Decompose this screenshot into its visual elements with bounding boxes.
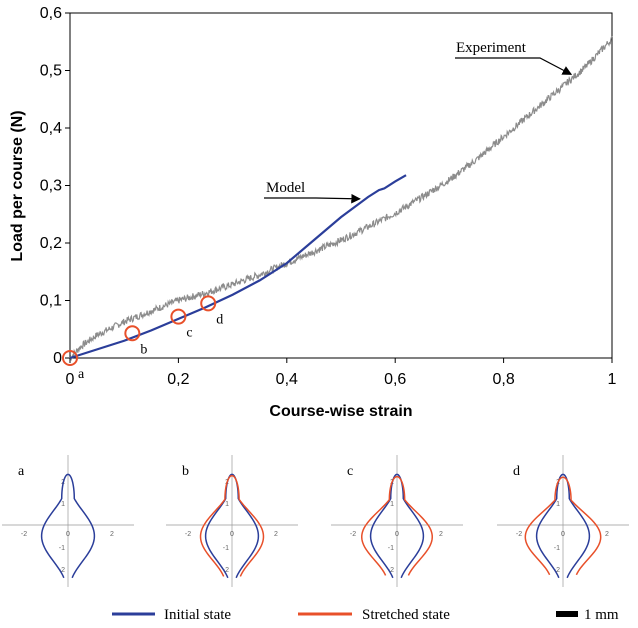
series-model bbox=[69, 174, 407, 360]
panel-x-tick: 0 bbox=[230, 531, 234, 538]
panel-y-tick: -2 bbox=[59, 567, 65, 574]
marker-label-d: d bbox=[216, 312, 223, 327]
marker-a bbox=[62, 350, 78, 366]
panel-x-tick: 2 bbox=[274, 531, 278, 538]
panel-x-tick: -2 bbox=[350, 531, 356, 538]
annotations: Model Experiment bbox=[264, 40, 573, 204]
panel-y-tick: 1 bbox=[390, 501, 394, 508]
series-experiment bbox=[69, 35, 613, 362]
marker-b bbox=[124, 325, 141, 342]
marker-label-c: c bbox=[186, 326, 192, 341]
panel-d: -2 0 221-1-2d bbox=[497, 455, 629, 587]
y-tick-label: 0,1 bbox=[40, 293, 62, 310]
y-tick-label: 0,4 bbox=[40, 120, 62, 137]
panel-x-tick: -2 bbox=[516, 531, 522, 538]
panel-a: -2 0 221-1-2a bbox=[2, 455, 134, 587]
panel-x-tick: -2 bbox=[21, 531, 27, 538]
panel-y-tick: -1 bbox=[388, 545, 394, 552]
legend: Initial state Stretched state 1 mm bbox=[112, 607, 619, 623]
panel-x-tick: 0 bbox=[66, 531, 70, 538]
annotation-experiment-arrow bbox=[455, 57, 573, 75]
stretched-shape bbox=[361, 475, 433, 576]
series-layer bbox=[69, 35, 613, 362]
y-tick-label: 0,2 bbox=[40, 235, 62, 252]
x-tick-label: 1 bbox=[608, 371, 617, 388]
panel-y-tick: -2 bbox=[223, 567, 229, 574]
marker-d bbox=[200, 295, 217, 312]
legend-initial-label: Initial state bbox=[164, 607, 231, 623]
x-tick-label: 0,2 bbox=[167, 371, 189, 388]
panel-c: -2 0 221-1-2c bbox=[331, 455, 463, 587]
panel-y-tick: 1 bbox=[61, 501, 65, 508]
initial-shape bbox=[535, 473, 591, 579]
panel-label-d: d bbox=[513, 464, 520, 479]
panel-y-tick: 1 bbox=[225, 501, 229, 508]
panel-y-tick: 1 bbox=[556, 501, 560, 508]
x-tick-label: 0 bbox=[66, 371, 75, 388]
y-tick-label: 0,3 bbox=[40, 178, 62, 195]
panel-x-tick: 2 bbox=[605, 531, 609, 538]
initial-shape bbox=[204, 473, 260, 579]
panel-y-tick: -1 bbox=[59, 545, 65, 552]
panel-label-b: b bbox=[182, 464, 189, 479]
x-tick-label: 0,6 bbox=[384, 371, 406, 388]
panel-x-tick: 2 bbox=[110, 531, 114, 538]
y-tick-label: 0,5 bbox=[40, 63, 62, 80]
legend-stretched-label: Stretched state bbox=[362, 607, 450, 623]
scale-bar bbox=[556, 611, 578, 617]
annotation-model: Model bbox=[266, 180, 305, 196]
marker-c bbox=[170, 308, 187, 325]
y-tick-label: 0,6 bbox=[40, 5, 62, 22]
shape-panels: -2 0 221-1-2a-2 0 221-1-2b-2 0 221-1-2c-2 0 221-… bbox=[2, 455, 629, 587]
panel-x-tick: 0 bbox=[561, 531, 565, 538]
main-chart: 0 0,1 0,2 0,3 0,4 0,5 0,6 0 0,2 0,4 0,6 0,8 1 Cours… bbox=[9, 5, 617, 420]
marker-label-b: b bbox=[140, 342, 147, 357]
panel-b: -2 0 221-1-2b bbox=[166, 455, 298, 587]
panel-label-c: c bbox=[347, 464, 353, 479]
panel-y-tick: -1 bbox=[223, 545, 229, 552]
panel-x-tick: -2 bbox=[185, 531, 191, 538]
y-axis-ticks: 0 0,1 0,2 0,3 0,4 0,5 0,6 bbox=[40, 5, 70, 367]
panel-y-tick: -2 bbox=[388, 567, 394, 574]
panel-label-a: a bbox=[18, 464, 25, 479]
marker-label-a: a bbox=[78, 367, 85, 382]
stretched-shape bbox=[199, 474, 265, 577]
x-tick-label: 0,4 bbox=[276, 371, 298, 388]
panel-x-tick: 0 bbox=[395, 531, 399, 538]
panel-y-tick: -2 bbox=[554, 567, 560, 574]
x-axis-ticks: 0 0,2 0,4 0,6 0,8 1 bbox=[66, 358, 617, 388]
x-tick-label: 0,8 bbox=[492, 371, 514, 388]
annotation-experiment: Experiment bbox=[456, 40, 527, 56]
y-axis-title: Load per course (N) bbox=[9, 110, 26, 261]
x-axis-title: Course-wise strain bbox=[269, 403, 412, 420]
plot-frame bbox=[69, 12, 613, 359]
stretched-shape bbox=[524, 476, 602, 576]
annotation-model-arrow bbox=[264, 193, 361, 204]
panel-y-tick: -1 bbox=[554, 545, 560, 552]
initial-shape bbox=[369, 473, 425, 579]
scale-bar-label: 1 mm bbox=[584, 607, 619, 623]
panel-x-tick: 2 bbox=[439, 531, 443, 538]
y-tick-label: 0 bbox=[53, 350, 62, 367]
state-markers: a b c d bbox=[62, 295, 223, 382]
initial-shape bbox=[40, 473, 96, 579]
